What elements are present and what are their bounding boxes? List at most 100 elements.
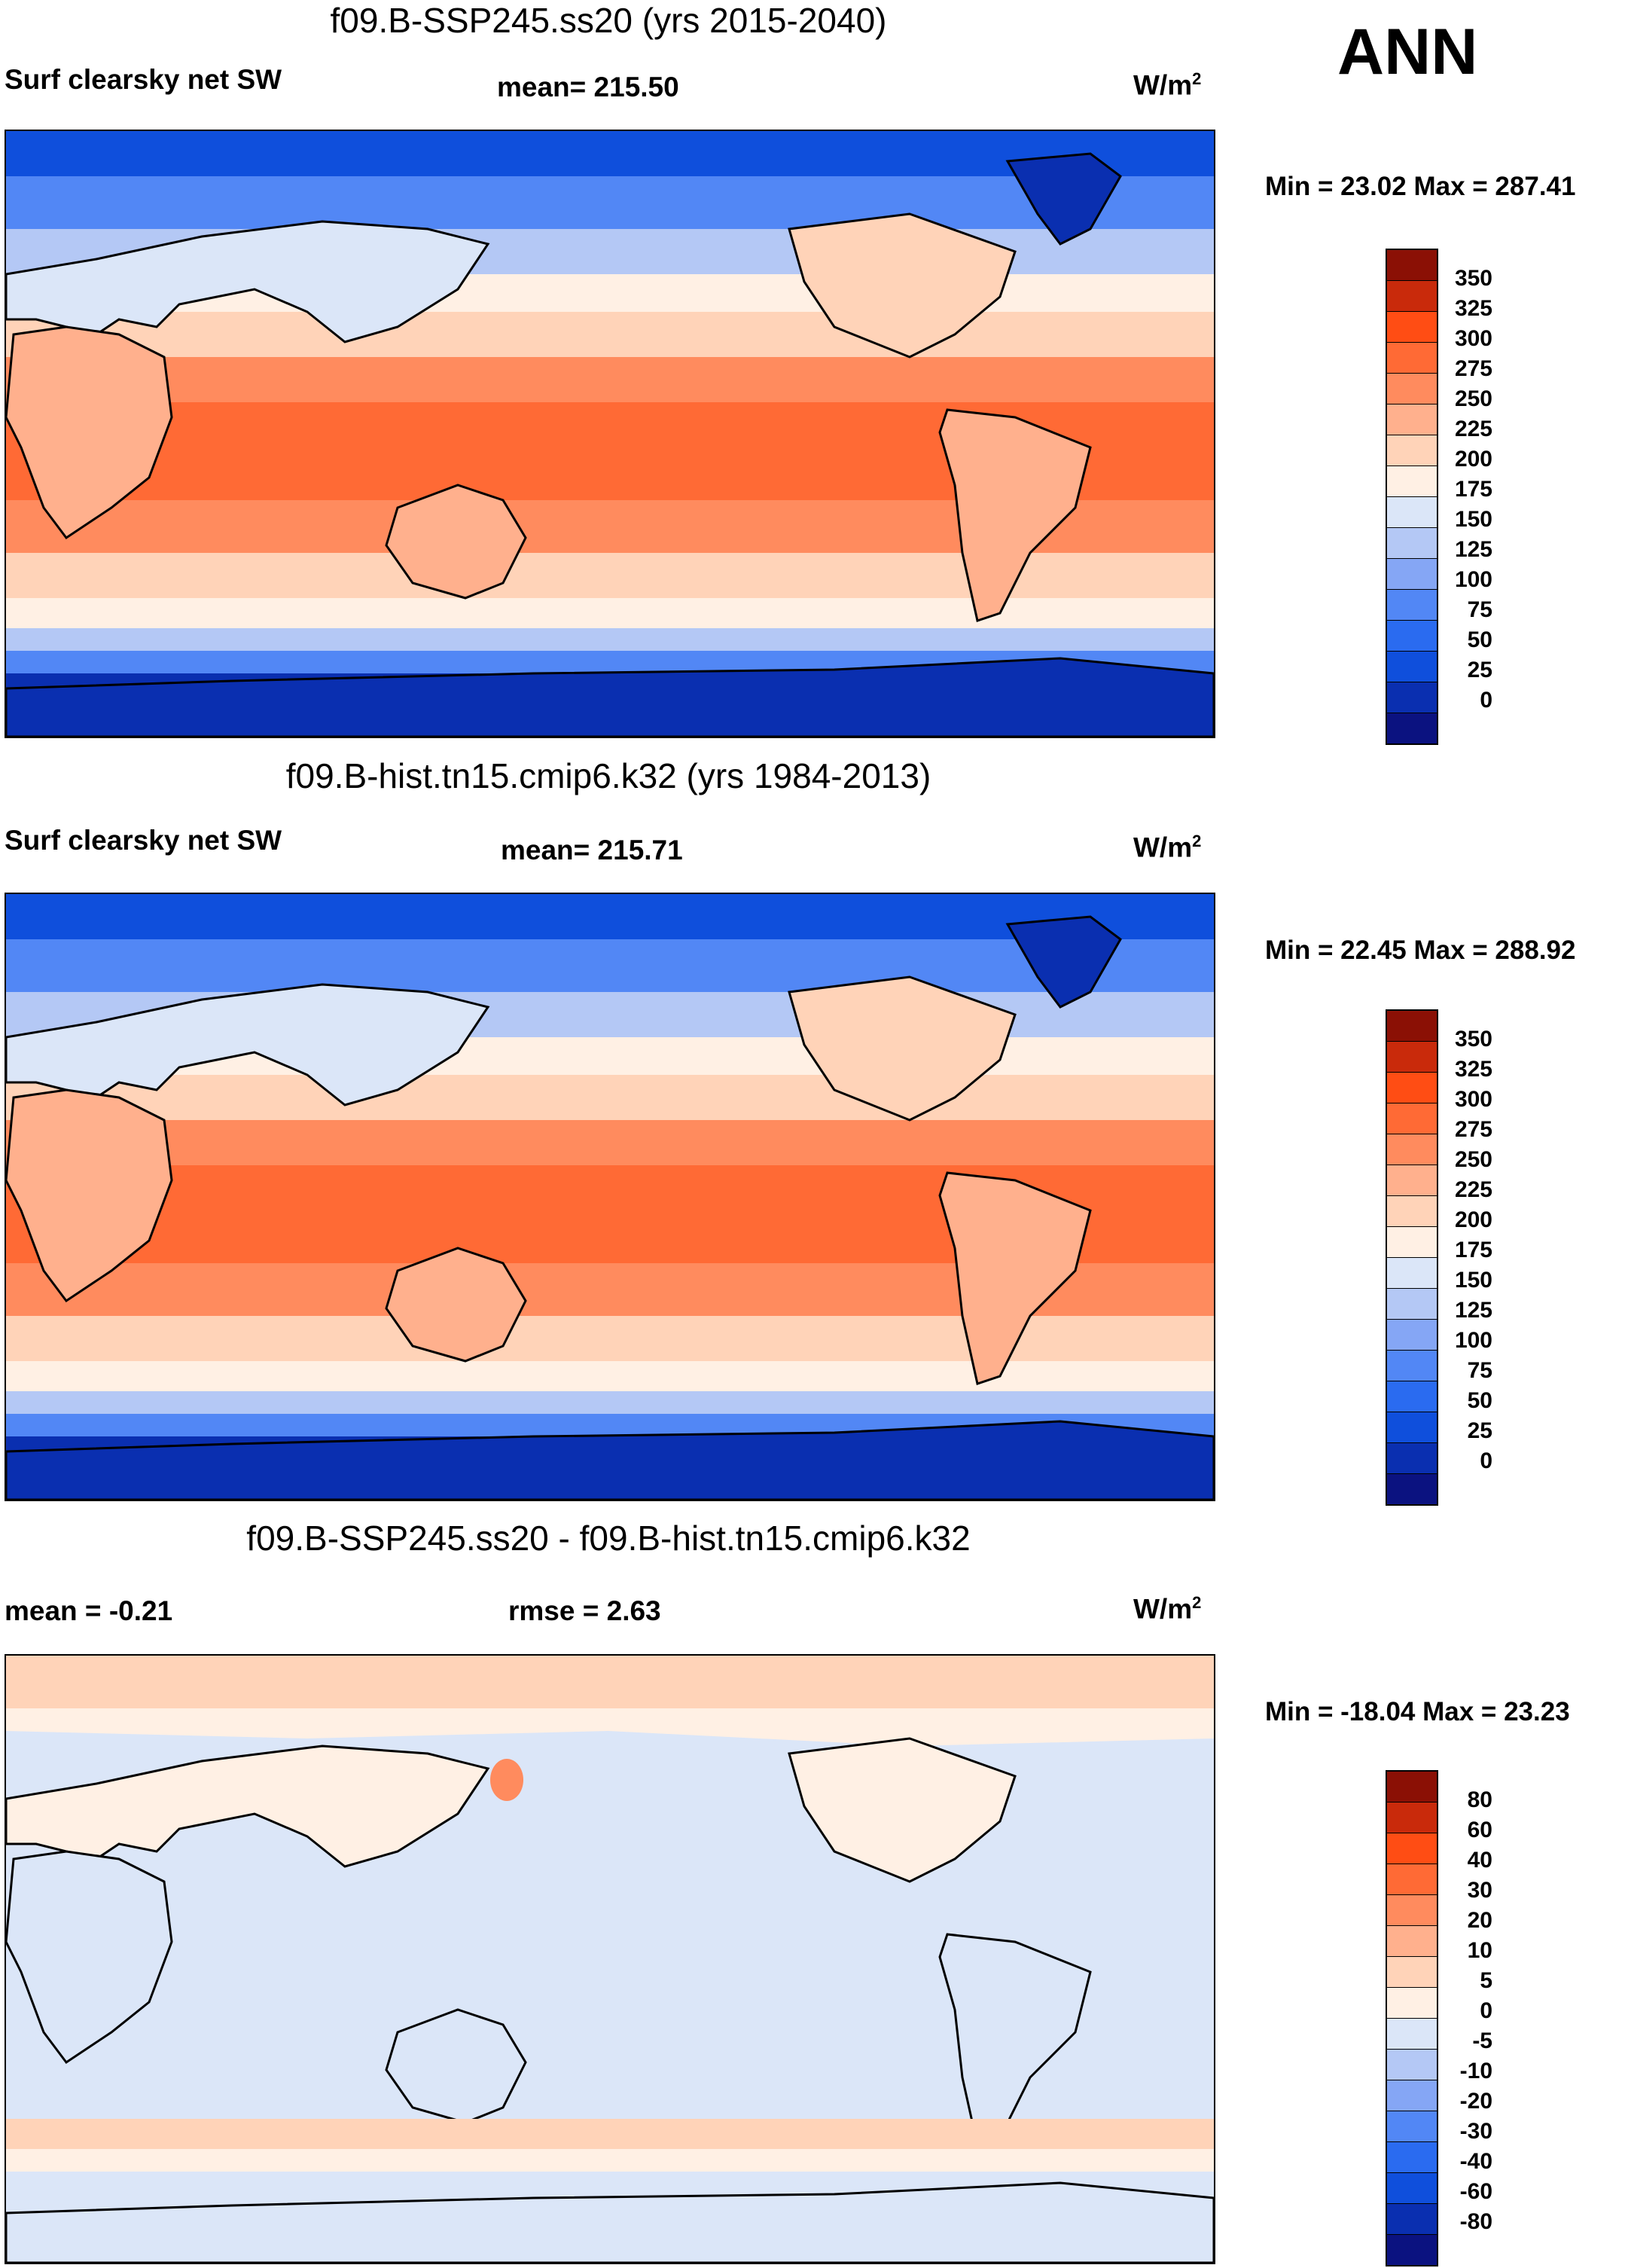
panel-1-map <box>5 130 1215 738</box>
colorbar-tick-label: 275 <box>1454 1117 1492 1142</box>
panel-2-map-field <box>6 894 1214 1500</box>
panel-3-colorbar-labels: 80 60 40 30 20 10 5 0 -5 -10 -20 -30 -40… <box>1440 1770 1492 2260</box>
colorbar-tick-label: -30 <box>1459 2119 1492 2144</box>
colorbar-tick-label: 30 <box>1467 1878 1492 1903</box>
colorbar-tick-label: 350 <box>1454 1027 1492 1052</box>
colorbar-tick-label: 50 <box>1467 627 1492 652</box>
panel-3-colorbar-swatch <box>1387 2080 1437 2111</box>
panel-1-colorbar-swatch <box>1387 466 1437 496</box>
panel-1-colorbar-swatch <box>1387 651 1437 682</box>
colorbar-tick-label: 300 <box>1454 1087 1492 1112</box>
colorbar-tick-label: 175 <box>1454 477 1492 502</box>
colorbar-tick-label: 275 <box>1454 356 1492 381</box>
colorbar-tick-label: 225 <box>1454 417 1492 441</box>
panel-1-colorbar-swatch <box>1387 250 1437 280</box>
panel-1-colorbar-swatch <box>1387 404 1437 435</box>
colorbar-tick-label: 125 <box>1454 537 1492 562</box>
panel-1-title: f09.B-SSP245.ss20 (yrs 2015-2040) <box>330 1 887 40</box>
panel-2-colorbar-swatch <box>1387 1072 1437 1103</box>
panel-3-colorbar-swatch <box>1387 2049 1437 2080</box>
panel-1-colorbar-swatch <box>1387 311 1437 342</box>
colorbar-tick-label: 150 <box>1454 507 1492 532</box>
colorbar-tick-label: 40 <box>1467 1848 1492 1873</box>
panel-2-colorbar-swatch <box>1387 1041 1437 1072</box>
panel-1-colorbar-swatch <box>1387 589 1437 620</box>
panel-2-mean-label: mean= 215.71 <box>501 835 683 865</box>
panel-2-title: f09.B-hist.tn15.cmip6.k32 (yrs 1984-2013… <box>285 756 931 795</box>
panel-3-minmax: Min = -18.04 Max = 23.23 <box>1265 1697 1570 1726</box>
colorbar-tick-label: -5 <box>1472 2028 1492 2053</box>
panel-1-colorbar-swatch <box>1387 373 1437 404</box>
colorbar-tick-label: 0 <box>1480 688 1492 713</box>
panel-2-colorbar-swatch <box>1387 1442 1437 1473</box>
panel-1-colorbar-labels: 350 325 300 275 250 225 200 175 150 125 … <box>1440 249 1492 738</box>
panel-1-colorbar-swatch <box>1387 342 1437 373</box>
panel-1-units: W/m2 <box>1133 69 1202 101</box>
colorbar-tick-label: 225 <box>1454 1177 1492 1202</box>
colorbar-tick-label: 25 <box>1467 1418 1492 1443</box>
panel-1-map-field <box>6 131 1214 737</box>
panel-2-colorbar-swatch <box>1387 1288 1437 1319</box>
colorbar-tick-label: 350 <box>1454 266 1492 291</box>
panel-2-variable-label: Surf clearsky net SW <box>5 825 282 856</box>
panel-3-colorbar-swatch <box>1387 1833 1437 1864</box>
panel-3-map <box>5 1654 1215 2264</box>
panel-3-colorbar-swatch <box>1387 2234 1437 2265</box>
colorbar-tick-label: 50 <box>1467 1388 1492 1413</box>
panel-2-colorbar <box>1386 1009 1438 1506</box>
panel-1-colorbar-swatch <box>1387 682 1437 713</box>
season-label: ANN <box>1337 16 1478 88</box>
panel-1-mean-label: mean= 215.50 <box>497 72 679 102</box>
panel-2-map <box>5 893 1215 1501</box>
panel-2-colorbar-swatch <box>1387 1195 1437 1226</box>
panel-3-colorbar-swatch <box>1387 2111 1437 2141</box>
colorbar-tick-label: 0 <box>1480 1448 1492 1473</box>
colorbar-tick-label: 25 <box>1467 658 1492 682</box>
panel-3-colorbar-swatch <box>1387 2018 1437 2049</box>
panel-1-colorbar-swatch <box>1387 496 1437 527</box>
colorbar-tick-label: 325 <box>1454 1057 1492 1082</box>
colorbar-tick-label: 75 <box>1467 1358 1492 1383</box>
colorbar-tick-label: -10 <box>1459 2059 1492 2083</box>
panel-2-colorbar-swatch <box>1387 1011 1437 1041</box>
panel-1-minmax: Min = 23.02 Max = 287.41 <box>1265 172 1576 201</box>
panel-3-map-field <box>6 1656 1214 2263</box>
panel-2-colorbar-swatch <box>1387 1350 1437 1381</box>
colorbar-tick-label: 125 <box>1454 1298 1492 1323</box>
panel-2-colorbar-swatch <box>1387 1412 1437 1442</box>
panel-3-colorbar-swatch <box>1387 1925 1437 1956</box>
colorbar-tick-label: 75 <box>1467 597 1492 622</box>
colorbar-tick-label: 250 <box>1454 1147 1492 1172</box>
panel-1-colorbar-swatch <box>1387 527 1437 558</box>
colorbar-tick-label: 200 <box>1454 447 1492 472</box>
colorbar-tick-label: 250 <box>1454 386 1492 411</box>
panel-2-units: W/m2 <box>1133 832 1202 863</box>
panel-2-colorbar-swatch <box>1387 1381 1437 1412</box>
panel-3-colorbar <box>1386 1770 1438 2266</box>
panel-3-mean-label: mean = -0.21 <box>5 1595 173 1626</box>
panel-1-colorbar-swatch <box>1387 558 1437 589</box>
panel-2-colorbar-swatch <box>1387 1473 1437 1504</box>
panel-3-colorbar-swatch <box>1387 2203 1437 2234</box>
panel-1-colorbar-swatch <box>1387 713 1437 743</box>
panel-2-colorbar-swatch <box>1387 1103 1437 1134</box>
panel-3-colorbar-swatch <box>1387 1864 1437 1894</box>
colorbar-tick-label: 200 <box>1454 1207 1492 1232</box>
panel-3-colorbar-swatch <box>1387 1987 1437 2018</box>
panel-3-units: W/m2 <box>1133 1593 1202 1625</box>
panel-2-colorbar-swatch <box>1387 1165 1437 1195</box>
panel-3-title: f09.B-SSP245.ss20 - f09.B-hist.tn15.cmip… <box>246 1519 971 1558</box>
colorbar-tick-label: 100 <box>1454 1328 1492 1353</box>
colorbar-tick-label: 10 <box>1467 1938 1492 1963</box>
colorbar-tick-label: 325 <box>1454 296 1492 321</box>
panel-2-minmax: Min = 22.45 Max = 288.92 <box>1265 936 1576 965</box>
colorbar-tick-label: -40 <box>1459 2149 1492 2174</box>
panel-2-colorbar-labels: 350 325 300 275 250 225 200 175 150 125 … <box>1440 1009 1492 1499</box>
panel-2-colorbar-swatch <box>1387 1226 1437 1257</box>
colorbar-tick-label: 60 <box>1467 1818 1492 1842</box>
panel-3-colorbar-swatch <box>1387 1802 1437 1833</box>
colorbar-tick-label: 0 <box>1480 1998 1492 2023</box>
colorbar-tick-label: 5 <box>1480 1968 1492 1993</box>
panel-1-colorbar <box>1386 249 1438 745</box>
panel-2-colorbar-swatch <box>1387 1134 1437 1165</box>
